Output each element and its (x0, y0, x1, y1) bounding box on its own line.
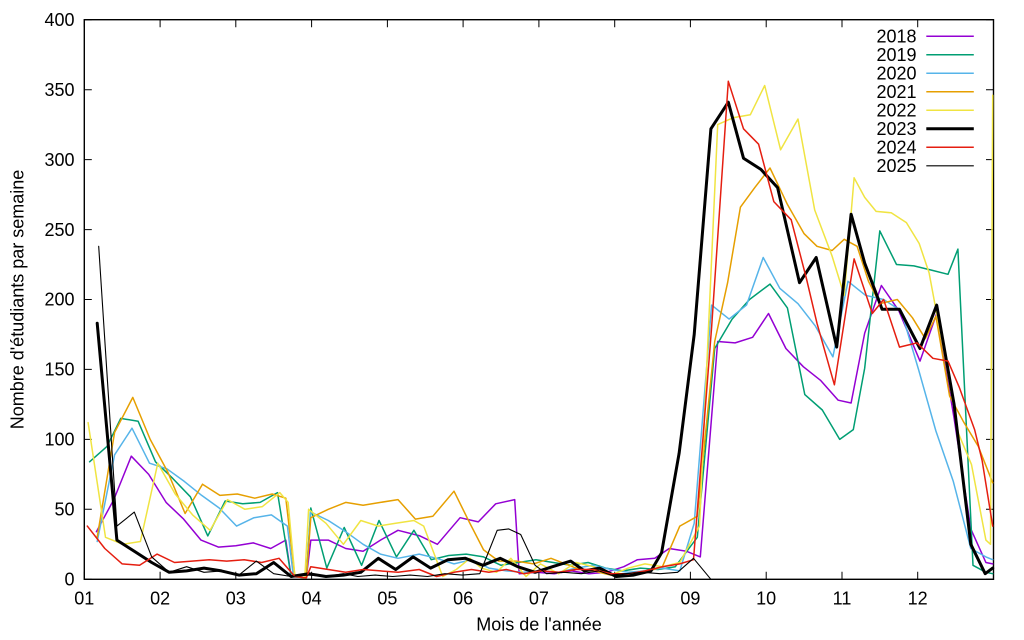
svg-text:09: 09 (680, 589, 700, 609)
svg-text:02: 02 (150, 589, 170, 609)
svg-text:300: 300 (44, 150, 74, 170)
svg-text:05: 05 (377, 589, 397, 609)
svg-text:400: 400 (44, 10, 74, 30)
svg-text:08: 08 (605, 589, 625, 609)
svg-text:04: 04 (302, 589, 322, 609)
svg-text:350: 350 (44, 80, 74, 100)
svg-text:150: 150 (44, 360, 74, 380)
svg-text:12: 12 (908, 589, 928, 609)
svg-text:11: 11 (833, 589, 852, 609)
svg-text:10: 10 (756, 589, 776, 609)
svg-text:07: 07 (529, 589, 549, 609)
svg-text:0: 0 (64, 570, 74, 590)
svg-text:250: 250 (44, 220, 74, 240)
svg-text:2022: 2022 (876, 101, 916, 121)
svg-text:50: 50 (54, 500, 74, 520)
svg-text:2019: 2019 (876, 45, 916, 65)
svg-text:01: 01 (74, 589, 94, 609)
svg-text:2024: 2024 (876, 138, 916, 158)
svg-text:2025: 2025 (876, 156, 916, 176)
svg-text:2021: 2021 (876, 82, 916, 102)
svg-text:06: 06 (453, 589, 473, 609)
svg-text:200: 200 (44, 290, 74, 310)
svg-text:Nombre d'étudiants par semaine: Nombre d'étudiants par semaine (8, 170, 28, 430)
svg-text:2018: 2018 (876, 27, 916, 47)
svg-text:2023: 2023 (876, 119, 916, 139)
svg-text:03: 03 (226, 589, 246, 609)
svg-text:2020: 2020 (876, 64, 916, 84)
svg-text:Mois de l'année: Mois de l'année (476, 615, 602, 635)
svg-text:100: 100 (44, 430, 74, 450)
